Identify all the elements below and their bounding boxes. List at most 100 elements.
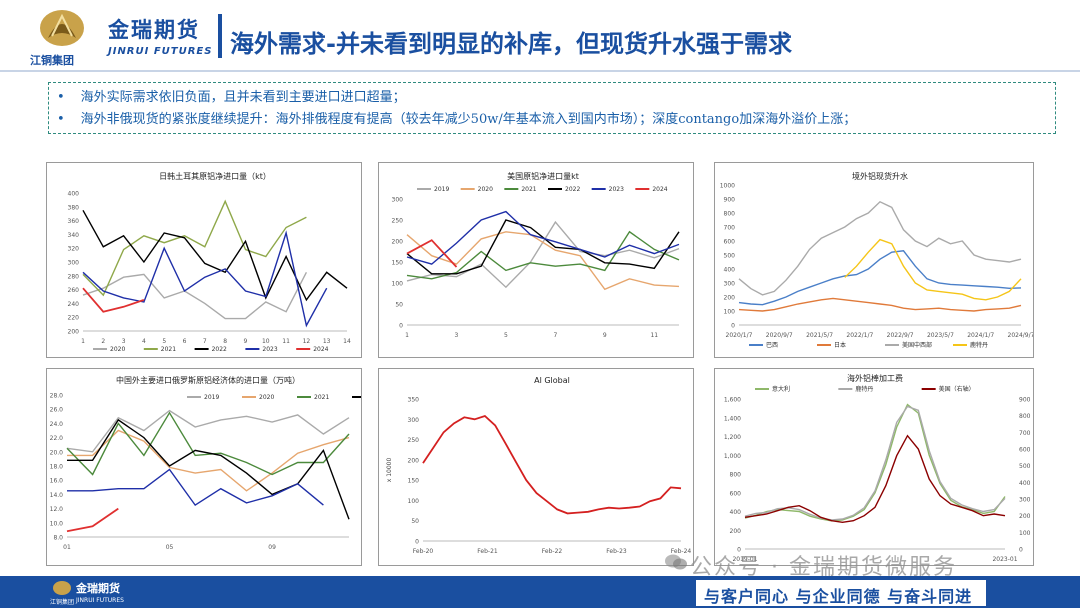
x-tick-label: 5 bbox=[504, 332, 508, 339]
series-line-2 bbox=[738, 200, 1022, 296]
y-tick-label: 200 bbox=[68, 329, 80, 336]
chart-panel-us-imports: 美国原铝净进口量kt 0 50 100 150 200 250 300 1 3 5 7 9 11 2019 2… bbox=[378, 162, 694, 358]
y-tick-label: 250 bbox=[392, 218, 404, 225]
y-tick-label: 8.0 bbox=[53, 535, 63, 542]
legend-label: 2022 bbox=[565, 186, 580, 193]
y-tick-label: 10.0 bbox=[50, 520, 64, 527]
y-tick-label: 800 bbox=[730, 472, 742, 479]
series-line-3 bbox=[406, 219, 680, 275]
y-tick-label: 400 bbox=[724, 267, 736, 274]
brand-name-en: JINRUI FUTURES bbox=[108, 46, 213, 57]
legend-label: 日本 bbox=[834, 341, 846, 349]
y-axis-label: x 10000 bbox=[386, 458, 393, 483]
y-tick-label: 0 bbox=[731, 323, 735, 330]
y2-tick-label: 0 bbox=[1019, 547, 1023, 554]
series-line-2 bbox=[66, 411, 350, 476]
y2-tick-label: 200 bbox=[1019, 513, 1031, 520]
x-tick-label: 2021/5/7 bbox=[806, 332, 833, 339]
y-tick-label: 350 bbox=[408, 397, 420, 404]
legend-label: 2023 bbox=[262, 346, 277, 353]
x-tick-label: 2019-01 bbox=[732, 556, 757, 563]
y-tick-label: 0 bbox=[415, 539, 419, 546]
chart-al-global-inventory: Al Global 0 50 100 150 200 250 300 350 x 10000 Feb… bbox=[386, 376, 691, 555]
x-tick-label: 2023/5/7 bbox=[927, 332, 954, 339]
series-line-5 bbox=[406, 239, 458, 268]
series-line-0 bbox=[66, 409, 350, 453]
bullet-text: 海外非俄现货的紧张度继续提升：海外排俄程度有提高（较去年减少50w/年基本流入到… bbox=[80, 112, 857, 127]
x-tick-label: 2024/9/7 bbox=[1008, 332, 1033, 339]
chart-panel-japan-korea-turkey: 日韩土耳其原铝净进口量（kt） 200 220 240 260 280 300 320 340 3… bbox=[46, 162, 362, 358]
x-tick-label: 3 bbox=[122, 338, 126, 345]
title-accent-bar bbox=[218, 14, 222, 58]
legend-label: 2023 bbox=[609, 186, 624, 193]
y-tick-label: 26.0 bbox=[50, 407, 64, 414]
series-line-1 bbox=[406, 231, 680, 291]
chart-panel-spot-premium: 境外铝现货升水 0 100 200 300 400 500 600 700 800 900 1000 2… bbox=[714, 162, 1034, 358]
x-tick-label: Feb-23 bbox=[606, 548, 627, 555]
x-tick-label: Feb-22 bbox=[542, 548, 563, 555]
bullet-item: • 海外实际需求依旧负面，且并未看到主要进口进口超量； bbox=[57, 90, 406, 105]
y-tick-label: 150 bbox=[392, 260, 404, 267]
x-tick-label: 10 bbox=[262, 338, 270, 345]
x-tick-label: 09 bbox=[268, 544, 276, 551]
x-tick-label: 1 bbox=[405, 332, 409, 339]
bullet-text: 海外实际需求依旧负面，且并未看到主要进口进口超量； bbox=[80, 90, 406, 105]
legend-label: 2020 bbox=[478, 186, 493, 193]
y-tick-label: 260 bbox=[68, 287, 80, 294]
y-tick-label: 50 bbox=[411, 518, 419, 525]
series-line-3 bbox=[67, 418, 350, 520]
series-line-3 bbox=[844, 238, 1022, 301]
x-tick-label: 11 bbox=[650, 332, 658, 339]
y-tick-label: 900 bbox=[724, 197, 736, 204]
y-tick-label: 100 bbox=[408, 498, 420, 505]
legend-label: 意大利 bbox=[772, 385, 790, 393]
x-tick-label: Feb-21 bbox=[477, 548, 498, 555]
y-tick-label: 240 bbox=[68, 301, 80, 308]
legend-label: 2022 bbox=[212, 346, 227, 353]
y-tick-label: 150 bbox=[408, 478, 420, 485]
y-tick-label: 20.0 bbox=[50, 449, 64, 456]
legend-label: 2024 bbox=[313, 346, 328, 353]
legend-label: 2020 bbox=[110, 346, 125, 353]
x-tick-label: 2020/1/7 bbox=[726, 332, 753, 339]
page-title: 海外需求-并未看到明显的补库，但现货升水强于需求 bbox=[230, 30, 792, 58]
series-line-0 bbox=[82, 271, 308, 320]
chart-title: 美国原铝净进口量kt bbox=[507, 171, 579, 181]
chart-title: 中国外主要进口俄罗斯原铝经济体的进口量（万吨） bbox=[116, 375, 300, 385]
chart-panel-russia-imports: 中国外主要进口俄罗斯原铝经济体的进口量（万吨） 8.0 10.0 12.0 14.0 16… bbox=[46, 368, 362, 566]
y-tick-label: 0 bbox=[737, 547, 741, 554]
series-line-0 bbox=[406, 220, 680, 289]
y-tick-label: 24.0 bbox=[50, 421, 64, 428]
footer-logo: 金瑞期货 JINRUI FUTURES 江铜集团 bbox=[50, 581, 124, 606]
legend-label: 2021 bbox=[521, 186, 536, 193]
legend-label: 2019 bbox=[434, 186, 449, 193]
footer-group-text: 江铜集团 bbox=[50, 598, 74, 606]
y-tick-label: 400 bbox=[68, 191, 80, 198]
y-tick-label: 320 bbox=[68, 246, 80, 253]
y-tick-label: 400 bbox=[730, 509, 742, 516]
x-tick-label: 3 bbox=[455, 332, 459, 339]
jinrui-logo bbox=[40, 10, 84, 46]
x-tick-label: 1 bbox=[81, 338, 85, 345]
chart-title: 境外铝现货升水 bbox=[852, 171, 908, 181]
legend-label: 2021 bbox=[314, 394, 329, 401]
y-tick-label: 600 bbox=[724, 239, 736, 246]
y-tick-label: 500 bbox=[724, 253, 736, 260]
x-tick-label: 4 bbox=[142, 338, 146, 345]
chart-panel-al-global: Al Global 0 50 100 150 200 250 300 350 x 10000 Feb… bbox=[378, 368, 694, 566]
chart-panel-billet-premium: 海外铝棒加工费 0 200 400 600 800 1,000 1,200 1,400 1,600… bbox=[714, 368, 1034, 566]
x-tick-label: 2024/1/7 bbox=[967, 332, 994, 339]
series-line-0 bbox=[422, 414, 682, 515]
series-line-2 bbox=[82, 209, 348, 302]
y2-tick-label: 100 bbox=[1019, 530, 1031, 537]
x-tick-label: 2020/9/7 bbox=[766, 332, 793, 339]
x-tick-label: 2022/9/7 bbox=[887, 332, 914, 339]
x-tick-label: 01 bbox=[63, 544, 71, 551]
y-tick-label: 14.0 bbox=[50, 492, 64, 499]
y-tick-label: 340 bbox=[68, 232, 80, 239]
legend-label: 鹿特丹 bbox=[855, 385, 873, 393]
y-tick-label: 380 bbox=[68, 204, 80, 211]
y-tick-label: 700 bbox=[724, 225, 736, 232]
bullet-item: • 海外非俄现货的紧张度继续提升：海外排俄程度有提高（较去年减少50w/年基本流入… bbox=[57, 112, 857, 127]
y-tick-label: 1,000 bbox=[724, 453, 741, 460]
